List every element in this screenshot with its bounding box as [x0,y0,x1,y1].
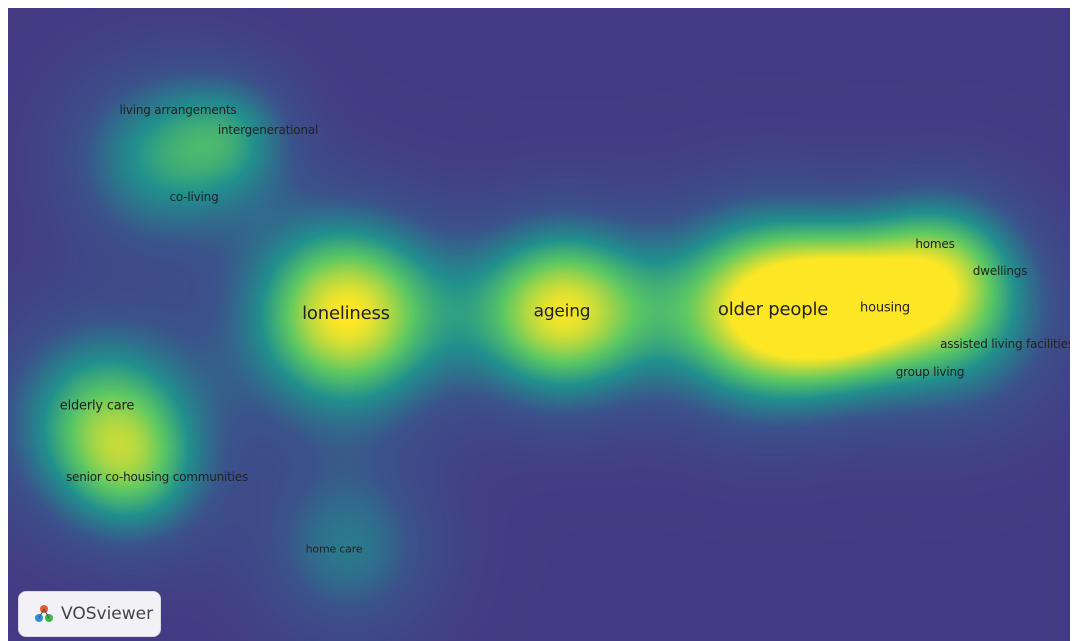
term-elderly-care[interactable]: elderly care [59,398,135,414]
density-visualization[interactable]: living arrangements intergenerational co-l… [8,8,1070,641]
term-home-care[interactable]: home care [305,542,363,556]
term-co-living[interactable]: co-living [169,190,219,204]
term-intergenerational[interactable]: intergenerational [217,123,319,137]
term-group-living[interactable]: group living [895,365,965,379]
term-homes[interactable]: homes [915,237,955,251]
term-older-people[interactable]: older people [717,299,829,320]
vosviewer-badge: VOSviewer [18,591,161,637]
term-loneliness[interactable]: loneliness [302,303,390,324]
term-assisted-living-facilities[interactable]: assisted living facilities [940,337,1070,351]
term-living-arrangements[interactable]: living arrangements [119,103,237,117]
term-ageing[interactable]: ageing [533,301,591,322]
term-housing[interactable]: housing [860,300,910,316]
vosviewer-logo-icon [35,605,53,622]
term-dwellings[interactable]: dwellings [972,264,1028,278]
term-senior-co-housing-communities[interactable]: senior co-housing communities [65,470,249,484]
density-heatmap[interactable] [8,8,1070,641]
app-name: VOSviewer [61,604,154,624]
